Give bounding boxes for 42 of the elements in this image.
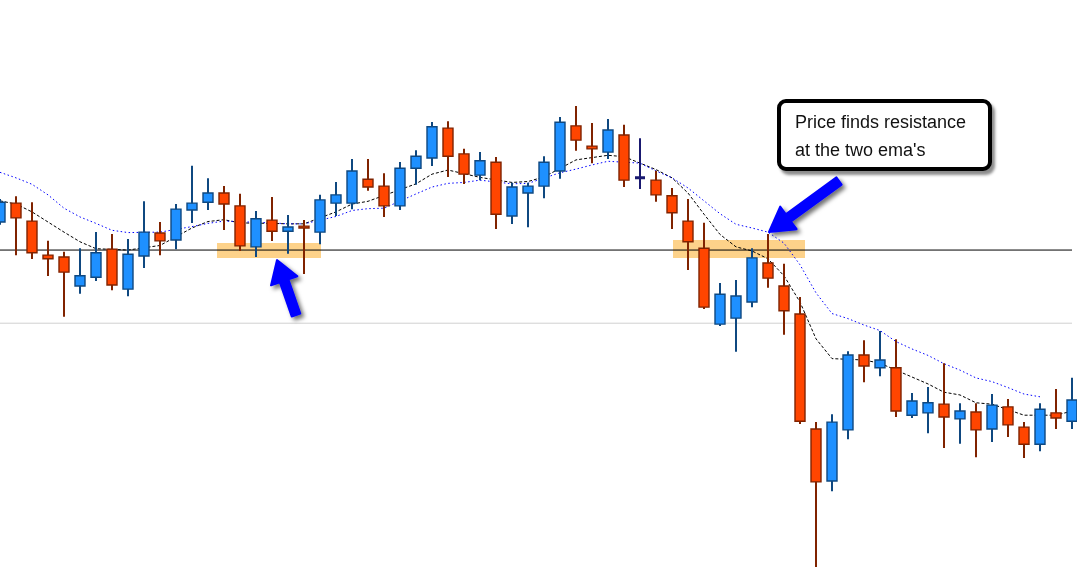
candlestick: [633, 138, 647, 189]
candlestick: [266, 197, 278, 241]
candlestick: [42, 240, 54, 276]
candlestick: [954, 403, 966, 444]
candlestick: [1002, 399, 1014, 437]
candlestick: [938, 363, 950, 448]
candlestick: [74, 248, 86, 294]
candlestick: [602, 118, 614, 160]
candlestick: [362, 158, 374, 191]
candlestick: [410, 150, 422, 185]
candlestick: [154, 221, 166, 256]
candlestick: [330, 181, 342, 217]
candlestick: [858, 340, 870, 383]
candlestick: [1066, 377, 1077, 430]
candlestick: [922, 387, 934, 434]
candlestick: [298, 220, 310, 275]
candlestick: [522, 182, 534, 228]
candlestick: [874, 330, 886, 377]
annotation: Price finds resistance at the two ema's: [777, 99, 992, 171]
candlestick: [762, 233, 774, 288]
candlestick: [202, 178, 214, 211]
candlestick: [218, 186, 230, 230]
candlestick: [282, 215, 294, 254]
candlestick: [378, 173, 390, 218]
candlestick: [10, 196, 22, 256]
candlestick: [570, 106, 582, 151]
candlestick: [474, 152, 486, 181]
candlestick: [970, 403, 982, 458]
candlestick: [586, 123, 598, 164]
candlestick: [666, 187, 678, 229]
candlestick: [186, 165, 198, 223]
candlestick: [730, 279, 742, 352]
candlestick: [986, 393, 998, 442]
candlestick: [138, 201, 150, 269]
candlestick: [458, 148, 470, 184]
candlestick: [906, 393, 918, 419]
candlestick: [682, 198, 694, 270]
candlestick: [650, 170, 662, 202]
candlestick: [1018, 422, 1030, 459]
candlestick: [538, 156, 550, 199]
candlestick: [58, 251, 70, 317]
candlestick: [1050, 388, 1062, 430]
